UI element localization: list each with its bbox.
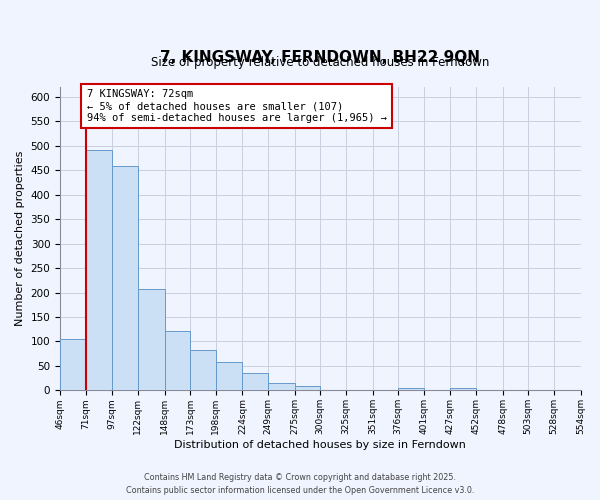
Bar — [138, 288, 164, 390]
Text: Contains HM Land Registry data © Crown copyright and database right 2025.
Contai: Contains HM Land Registry data © Crown c… — [126, 474, 474, 495]
Bar — [398, 388, 424, 390]
Bar — [242, 373, 268, 390]
Bar — [60, 339, 86, 390]
Bar — [164, 330, 190, 390]
X-axis label: Distribution of detached houses by size in Ferndown: Distribution of detached houses by size … — [175, 440, 466, 450]
Bar — [268, 383, 295, 390]
Bar — [86, 150, 112, 390]
Bar — [216, 362, 242, 390]
Title: 7, KINGSWAY, FERNDOWN, BH22 9QN: 7, KINGSWAY, FERNDOWN, BH22 9QN — [160, 50, 480, 65]
Bar — [451, 388, 476, 390]
Text: Size of property relative to detached houses in Ferndown: Size of property relative to detached ho… — [151, 56, 490, 69]
Bar — [295, 386, 320, 390]
Y-axis label: Number of detached properties: Number of detached properties — [15, 151, 25, 326]
Bar — [112, 166, 138, 390]
Bar — [190, 350, 216, 391]
Text: 7 KINGSWAY: 72sqm
← 5% of detached houses are smaller (107)
94% of semi-detached: 7 KINGSWAY: 72sqm ← 5% of detached house… — [86, 90, 386, 122]
